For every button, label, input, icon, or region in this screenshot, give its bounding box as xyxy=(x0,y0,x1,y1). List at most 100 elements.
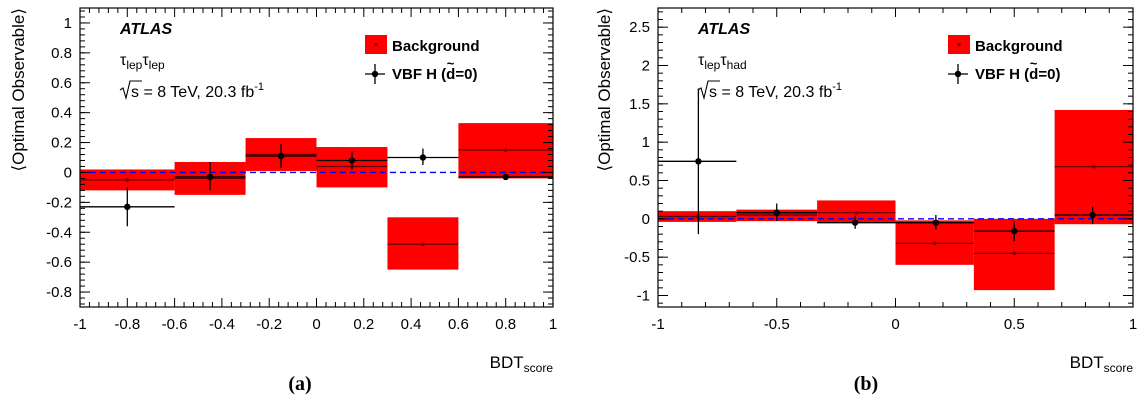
y-tick-label-a-7: 0.6 xyxy=(51,75,72,92)
x-tick-label-a-7: 0.4 xyxy=(401,316,422,333)
signal-point-a-4 xyxy=(419,154,427,161)
channel-tau-1-b: τ xyxy=(698,52,705,69)
x-tick-label-a-5: 0 xyxy=(312,316,320,333)
y-tick-label-b-6: 2 xyxy=(642,58,650,75)
y-tick-label-a-0: -0.8 xyxy=(46,284,72,301)
x-tick-label-a-6: 0.2 xyxy=(353,316,374,333)
background-center-marker-b-5 xyxy=(1092,164,1096,169)
x-tick-label-b-4: 1 xyxy=(1129,316,1137,333)
y-tick-label-a-8: 0.8 xyxy=(51,45,72,62)
legend-signal-label-b: VBF H (d=0) xyxy=(975,66,1060,83)
legend-signal-post-a: =0) xyxy=(455,66,477,83)
channel-sub-2-a: lep xyxy=(149,58,165,72)
x-tick-label-a-8: 0.6 xyxy=(448,316,469,333)
y-axis-title-a: ⟨Optimal Observable⟩ xyxy=(9,8,28,172)
signal-point-b-5 xyxy=(1089,211,1096,219)
energy-sup-a: -1 xyxy=(254,81,264,93)
channel-sub-1-a: lep xyxy=(126,58,142,72)
legend-signal-marker-b xyxy=(954,70,962,78)
y-tick-label-b-3: 0.5 xyxy=(629,173,650,190)
channel-label-a: τlepτlep xyxy=(120,52,165,72)
y-axis-title-b: ⟨Optimal Observable⟩ xyxy=(595,8,614,172)
energy-text-a: s = 8 TeV, 20.3 fb xyxy=(131,84,254,101)
x-tick-label-b-3: 0.5 xyxy=(1004,316,1025,333)
y-tick-label-a-3: -0.2 xyxy=(46,194,72,211)
x-tick-label-a-2: -0.6 xyxy=(162,316,188,333)
x-tick-label-a-4: -0.2 xyxy=(256,316,282,333)
y-tick-label-b-2: 0 xyxy=(642,211,650,228)
legend-background-swatch-marker-b xyxy=(957,42,961,47)
panel-label-b: (b) xyxy=(854,373,878,395)
sqrt-icon-a xyxy=(119,80,142,101)
background-center-marker-a-4 xyxy=(421,242,425,247)
channel-tau-2-a: τ xyxy=(142,52,149,69)
legend-signal-pre-b: VBF H ( xyxy=(975,66,1029,83)
channel-tau-2-b: τ xyxy=(720,52,727,69)
y-tick-label-a-6: 0.4 xyxy=(51,105,72,122)
x-tick-label-b-1: -0.5 xyxy=(764,316,790,333)
background-center-marker-b-4 xyxy=(1012,251,1017,256)
x-tick-label-b-0: -1 xyxy=(651,316,664,333)
background-center-marker-a-0 xyxy=(125,178,130,182)
energy-sup-b: -1 xyxy=(832,81,842,93)
signal-point-a-3 xyxy=(348,157,356,164)
y-tick-label-b-4: 1 xyxy=(642,134,650,151)
energy-label-b: s = 8 TeV, 20.3 fb-1 xyxy=(709,81,842,101)
signal-point-b-4 xyxy=(1011,227,1018,235)
panel-b: -1 -0.5 0 0.5 1 -1 -0.5 0 0.5 1 1.5 2 2.5 ⟨Optimal Ob… xyxy=(595,7,1137,395)
legend-signal-post-b: =0) xyxy=(1038,66,1060,83)
signal-point-a-5 xyxy=(502,173,509,181)
legend-background-swatch-marker-a xyxy=(374,42,378,47)
x-tick-label-a-3: -0.4 xyxy=(209,316,235,333)
y-tick-label-a-1: -0.6 xyxy=(46,254,72,271)
x-tick-label-a-9: 0.8 xyxy=(495,316,516,333)
energy-label-a: s = 8 TeV, 20.3 fb-1 xyxy=(131,81,264,101)
signal-point-b-1 xyxy=(773,209,780,216)
legend-signal-d-b: d xyxy=(1029,66,1038,83)
y-tick-label-b-0: -1 xyxy=(637,288,650,305)
signal-point-b-3 xyxy=(932,219,940,226)
sqrt-icon-b xyxy=(697,80,720,101)
atlas-label-b: ATLAS xyxy=(697,21,750,38)
signal-point-a-1 xyxy=(206,173,214,181)
legend-signal-pre-a: VBF H ( xyxy=(392,66,446,83)
signal-point-b-0 xyxy=(695,158,702,165)
x-axis-title-b: BDTscore xyxy=(1070,353,1134,375)
legend-signal-tilde-a: ~ xyxy=(447,56,455,71)
x-tick-label-a-10: 1 xyxy=(549,316,557,333)
x-tick-label-a-0: -1 xyxy=(73,316,86,333)
y-tick-label-a-9: 1 xyxy=(64,15,72,32)
legend-background-label-a: Background xyxy=(392,38,480,55)
y-tick-label-b-1: -0.5 xyxy=(624,249,650,266)
channel-sub-2-b: had xyxy=(727,58,747,72)
legend-background-label-b: Background xyxy=(975,38,1063,55)
y-tick-label-a-5: 0.2 xyxy=(51,135,72,152)
x-tick-label-b-2: 0 xyxy=(891,316,899,333)
atlas-label-a: ATLAS xyxy=(119,21,172,38)
channel-sub-1-b: lep xyxy=(704,58,720,72)
y-tick-label-a-4: 0 xyxy=(64,164,72,181)
channel-label-b: τlepτhad xyxy=(698,52,747,72)
x-axis-title-sub-a: score xyxy=(524,361,554,375)
panel-label-a: (a) xyxy=(288,373,311,395)
panel-a: -1 -0.8 -0.6 -0.4 -0.2 0 0.2 0.4 0.6 0.8 1-0.8-0.6… xyxy=(9,7,557,395)
x-tick-label-a-1: -0.8 xyxy=(114,316,140,333)
y-tick-label-a-2: -0.4 xyxy=(46,224,72,241)
y-tick-label-b-5: 1.5 xyxy=(629,96,650,113)
y-tick-label-b-7: 2.5 xyxy=(629,19,650,36)
legend-signal-label-a: VBF H (d=0) xyxy=(392,66,477,83)
background-center-marker-b-2 xyxy=(854,210,859,215)
legend-signal-d-a: d xyxy=(446,66,455,83)
x-axis-title-base-b: BDT xyxy=(1070,353,1104,372)
background-center-marker-a-5 xyxy=(503,148,508,152)
x-axis-title-sub-b: score xyxy=(1104,361,1134,375)
legend-signal-marker-a xyxy=(371,70,379,78)
signal-point-a-0 xyxy=(124,203,131,211)
signal-point-b-2 xyxy=(851,219,859,226)
background-center-marker-b-3 xyxy=(932,241,937,246)
signal-point-a-2 xyxy=(277,152,285,160)
legend-signal-tilde-b: ~ xyxy=(1030,56,1038,71)
energy-text-b: s = 8 TeV, 20.3 fb xyxy=(709,84,832,101)
